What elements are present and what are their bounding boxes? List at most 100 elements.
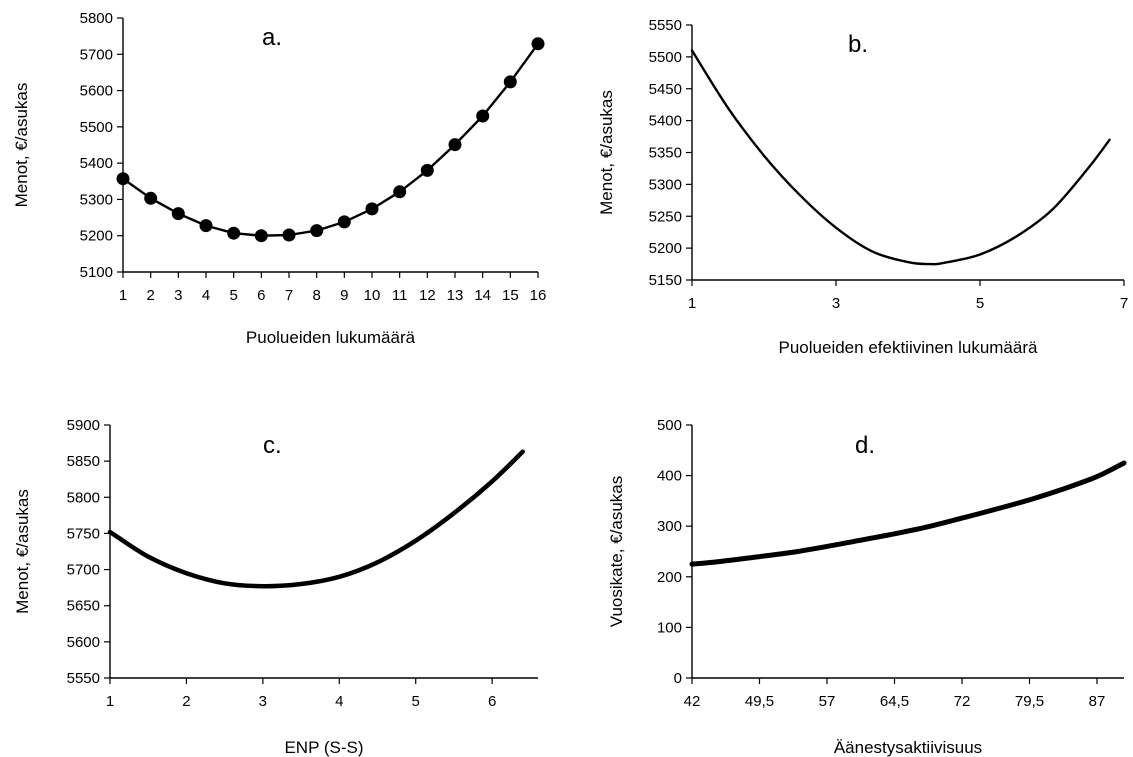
- y-tick-label: 5300: [649, 176, 682, 193]
- x-tick-label: 4: [335, 693, 343, 710]
- y-tick-label: 5600: [80, 83, 113, 100]
- y-tick-label: 5900: [67, 417, 100, 434]
- data-point: [448, 138, 462, 152]
- x-tick-label: 5: [412, 693, 420, 710]
- y-tick-label: 5450: [649, 81, 682, 98]
- data-point: [199, 219, 213, 233]
- y-tick-label: 5550: [67, 670, 100, 687]
- x-axis-title: Äänestysaktiivisuus: [834, 738, 982, 757]
- x-tick-label: 10: [364, 287, 381, 304]
- x-tick-label: 15: [502, 287, 519, 304]
- x-tick-label: 3: [259, 693, 267, 710]
- x-tick-label: 5: [976, 295, 984, 312]
- x-tick-label: 2: [146, 287, 154, 304]
- x-tick-label: 79,5: [1015, 693, 1044, 710]
- y-tick-label: 5700: [80, 46, 113, 63]
- x-tick-label: 5: [229, 287, 237, 304]
- data-point: [365, 202, 379, 216]
- y-tick-label: 500: [657, 417, 682, 434]
- x-tick-label: 2: [182, 693, 190, 710]
- x-tick-label: 7: [1120, 295, 1128, 312]
- series-line: [107, 449, 525, 589]
- y-tick-label: 5250: [649, 208, 682, 225]
- data-point: [531, 37, 545, 51]
- x-axis-title: Puolueiden efektiivinen lukumäärä: [779, 338, 1038, 357]
- panel-label: b.: [848, 31, 868, 58]
- x-tick-label: 1: [119, 287, 127, 304]
- x-tick-label: 64,5: [880, 693, 909, 710]
- chart-panel-c: 5550 5600 5650 5700 5750 5800 5850 5900 1 2 3 4 5 6 EN…: [13, 417, 538, 757]
- data-point: [337, 215, 351, 229]
- data-point: [282, 228, 296, 242]
- x-tick-label: 72: [954, 693, 971, 710]
- data-point: [116, 172, 130, 186]
- y-tick-label: 5800: [80, 10, 113, 27]
- series-line: [690, 49, 1111, 266]
- y-tick-label: 5750: [67, 525, 100, 542]
- data-point: [254, 229, 268, 243]
- y-tick-label: 200: [657, 569, 682, 586]
- y-tick-label: 0: [674, 670, 682, 687]
- y-tick-label: 400: [657, 468, 682, 485]
- x-tick-label: 6: [488, 693, 496, 710]
- series-line: [121, 42, 540, 237]
- x-tick-label: 87: [1089, 693, 1106, 710]
- x-tick-label: 11: [392, 287, 408, 304]
- y-tick-label: 5300: [80, 191, 113, 208]
- y-tick-label: 5550: [649, 17, 682, 34]
- x-tick-label: 3: [832, 295, 840, 312]
- x-axis-title: ENP (S-S): [284, 738, 363, 757]
- panel-label: a.: [262, 24, 282, 51]
- x-tick-label: 16: [530, 287, 547, 304]
- x-tick-label: 6: [257, 287, 265, 304]
- x-tick-label: 3: [174, 287, 182, 304]
- y-tick-label: 5650: [67, 598, 100, 615]
- x-tick-label: 4: [202, 287, 210, 304]
- series-line: [689, 460, 1127, 567]
- x-tick-label: 49,5: [745, 693, 774, 710]
- data-point: [476, 109, 490, 123]
- y-tick-label: 5100: [80, 264, 113, 281]
- x-tick-label: 7: [285, 287, 293, 304]
- data-point: [171, 207, 185, 221]
- panel-label: c.: [263, 432, 282, 459]
- y-tick-label: 5400: [649, 113, 682, 130]
- y-tick-label: 100: [657, 619, 682, 636]
- x-tick-label: 8: [312, 287, 320, 304]
- y-tick-label: 5700: [67, 562, 100, 579]
- y-tick-label: 5500: [649, 49, 682, 66]
- y-axis-title: Menot, €/asukas: [597, 90, 616, 215]
- chart-panel-b: 5150 5200 5250 5300 5350 5400 5450 5500 5550 1 3 5 7…: [597, 17, 1128, 357]
- y-tick-label: 5500: [80, 119, 113, 136]
- y-tick-label: 5400: [80, 155, 113, 172]
- chart-panel-d: 0 100 200 300 400 500 42 49,5 57 64,5 72 79,5 87 Ääne…: [607, 417, 1127, 757]
- y-tick-label: 5350: [649, 145, 682, 162]
- panel-label: d.: [855, 432, 875, 459]
- x-tick-label: 9: [340, 287, 348, 304]
- x-tick-label: 57: [819, 693, 836, 710]
- data-point: [420, 163, 434, 177]
- y-tick-label: 5200: [649, 240, 682, 257]
- x-tick-label: 1: [106, 693, 114, 710]
- y-tick-label: 5600: [67, 634, 100, 651]
- x-axis-title: Puolueiden lukumäärä: [246, 328, 416, 347]
- y-axis-title: Menot, €/asukas: [13, 489, 32, 614]
- data-point: [503, 75, 517, 89]
- data-point: [144, 191, 158, 205]
- y-axis-title: Vuosikate, €/asukas: [607, 476, 626, 628]
- y-tick-label: 5200: [80, 228, 113, 245]
- data-point: [310, 224, 324, 238]
- y-tick-label: 300: [657, 518, 682, 535]
- y-tick-label: 5150: [649, 272, 682, 289]
- y-tick-label: 5800: [67, 489, 100, 506]
- data-point: [227, 226, 241, 240]
- x-tick-label: 14: [474, 287, 491, 304]
- data-point: [393, 185, 407, 199]
- x-tick-label: 42: [684, 693, 701, 710]
- x-tick-label: 1: [688, 295, 696, 312]
- y-axis-title: Menot, €/asukas: [12, 83, 31, 208]
- y-tick-label: 5850: [67, 453, 100, 470]
- x-tick-label: 12: [419, 287, 436, 304]
